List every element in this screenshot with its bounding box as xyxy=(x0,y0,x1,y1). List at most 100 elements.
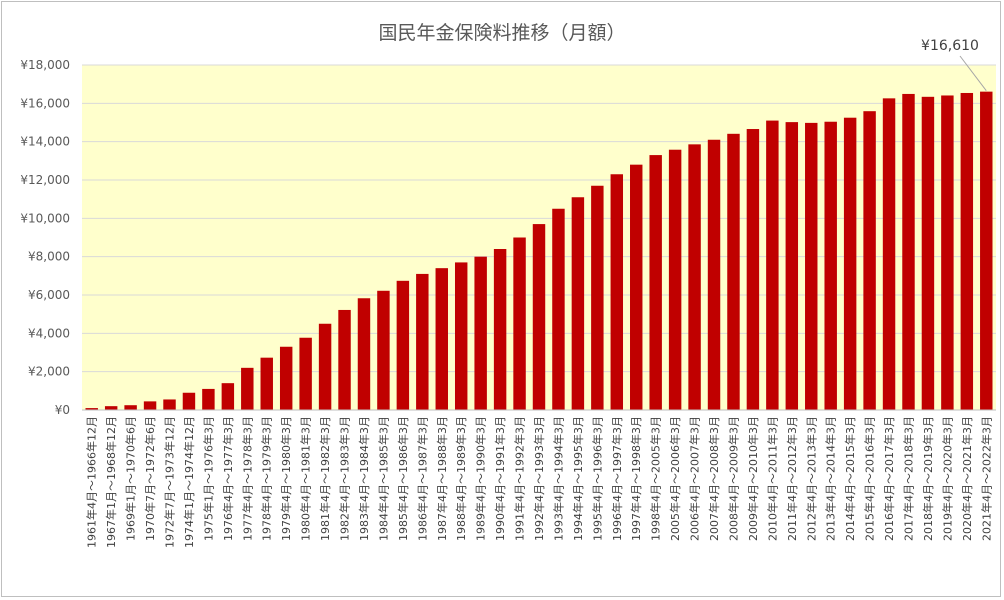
bar xyxy=(357,298,371,410)
x-tick-label: 1996年4月～1997年3月 xyxy=(610,416,624,541)
bar xyxy=(727,133,740,410)
bar xyxy=(746,129,760,410)
bar xyxy=(396,280,410,410)
bar xyxy=(532,224,546,410)
x-tick-label: 1975年1月～1976年3月 xyxy=(201,416,215,541)
x-tick-label: 1997年4月～1998年3月 xyxy=(629,416,643,541)
x-tick-label: 1982年4月～1983年3月 xyxy=(338,416,352,541)
bar xyxy=(552,208,565,410)
x-tick-label: 1980年4月～1981年3月 xyxy=(299,416,313,541)
x-tick-label: 2015年4月～2016年3月 xyxy=(863,416,877,541)
bar xyxy=(202,388,215,410)
bar xyxy=(221,383,235,410)
x-tick-label: 1986年4月～1987年3月 xyxy=(415,416,429,541)
x-tick-label: 2006年4月～2007年3月 xyxy=(688,416,702,541)
x-tick-label: 2021年4月～2022年3月 xyxy=(979,416,993,541)
y-tick-label: ¥0 xyxy=(55,403,70,417)
x-tick-label: 1974年1月～1974年12月 xyxy=(182,416,196,548)
bar xyxy=(785,122,799,410)
x-tick-label: 1976年4月～1977年3月 xyxy=(221,416,235,541)
bar xyxy=(104,406,118,410)
bar xyxy=(454,262,468,410)
x-tick-label: 2011年4月～2012年3月 xyxy=(785,416,799,541)
bar xyxy=(85,408,98,410)
bar xyxy=(474,256,487,410)
x-tick-label: 1987年4月～1988年3月 xyxy=(435,416,449,541)
y-tick-label: ¥18,000 xyxy=(20,58,70,72)
bar xyxy=(163,399,176,410)
x-tick-label: 1970年7月～1972年6月 xyxy=(143,416,157,541)
x-tick-label: 1998年4月～2005年3月 xyxy=(649,416,663,541)
annotation-leader-line xyxy=(959,55,987,91)
y-axis: ¥0 ¥2,000 ¥4,000 ¥6,000 ¥8,000 ¥10,000 ¥12,000… xyxy=(20,58,70,417)
y-tick-label: ¥12,000 xyxy=(20,173,70,187)
x-tick-label: 2007年4月～2008年3月 xyxy=(707,416,721,541)
bar xyxy=(902,93,915,411)
bar xyxy=(941,95,954,410)
bar xyxy=(182,392,196,410)
x-tick-label: 1991年4月～1992年3月 xyxy=(513,416,527,541)
bar xyxy=(610,174,624,410)
x-tick-label: 2012年4月～2013年3月 xyxy=(804,416,818,541)
chart-title: 国民年金保険料推移（月額） xyxy=(378,22,625,44)
bar xyxy=(805,122,818,410)
x-tick-label: 1990年4月～1991年3月 xyxy=(493,416,507,541)
x-tick-label: 1983年4月～1984年3月 xyxy=(357,416,371,541)
x-tick-label: 1988年4月～1989年3月 xyxy=(454,416,468,541)
x-tick-label: 1994年4月～1995年3月 xyxy=(571,416,585,541)
bar-series xyxy=(85,91,993,411)
bar xyxy=(630,164,643,410)
bar xyxy=(260,357,273,410)
x-tick-label: 1977年4月～1978年3月 xyxy=(240,416,254,541)
x-tick-label: 1993年4月～1994年3月 xyxy=(551,416,565,541)
bar xyxy=(377,290,390,410)
annotations: ¥16,610 xyxy=(921,38,987,91)
bar xyxy=(766,120,779,410)
bar xyxy=(668,149,682,410)
x-tick-label: 2008年4月～2009年3月 xyxy=(726,416,740,541)
x-tick-label: 2018年4月～2019年3月 xyxy=(921,416,935,541)
bar xyxy=(513,237,526,410)
bar xyxy=(279,346,293,410)
bar xyxy=(649,155,662,410)
y-tick-label: ¥6,000 xyxy=(28,288,70,302)
x-tick-label: 1995年4月～1996年3月 xyxy=(590,416,604,541)
x-tick-label: 1984年4月～1985年3月 xyxy=(376,416,390,541)
bar xyxy=(824,121,837,410)
bar xyxy=(241,367,254,410)
x-tick-label: 1992年4月～1993年3月 xyxy=(532,416,546,541)
x-tick-label: 1961年4月～1966年12月 xyxy=(85,416,99,548)
bar xyxy=(688,144,701,410)
bar xyxy=(318,323,332,410)
annotation-label: ¥16,610 xyxy=(921,38,979,54)
x-tick-label: 2016年4月～2017年3月 xyxy=(882,416,896,541)
bar xyxy=(707,139,721,410)
bar xyxy=(435,268,448,410)
x-tick-label: 2005年4月～2006年3月 xyxy=(668,416,682,541)
bar xyxy=(571,197,585,410)
x-tick-label: 2014年4月～2015年3月 xyxy=(843,416,857,541)
x-tick-label: 2017年4月～2018年3月 xyxy=(901,416,915,541)
x-tick-label: 1972年7月～1973年12月 xyxy=(163,416,177,548)
bar xyxy=(493,249,507,410)
y-tick-label: ¥14,000 xyxy=(20,135,70,149)
y-tick-label: ¥4,000 xyxy=(28,326,70,340)
bar xyxy=(124,405,137,410)
x-tick-label: 1969年1月～1970年6月 xyxy=(124,416,138,541)
bar xyxy=(980,91,993,411)
bar xyxy=(843,117,857,410)
x-axis: 1961年4月～1966年12月 1967年1月～1968年12月 1969年1月～… xyxy=(82,409,996,548)
x-tick-label: 1978年4月～1979年3月 xyxy=(260,416,274,541)
bar xyxy=(338,309,351,410)
bar xyxy=(921,96,935,411)
bar xyxy=(143,401,157,410)
y-tick-label: ¥8,000 xyxy=(28,250,70,264)
y-tick-label: ¥10,000 xyxy=(20,211,70,225)
x-tick-label: 1979年4月～1980年3月 xyxy=(279,416,293,541)
x-tick-label: 1981年4月～1982年3月 xyxy=(318,416,332,541)
bar xyxy=(416,273,429,410)
x-tick-label: 2020年4月～2021年3月 xyxy=(960,416,974,541)
y-tick-label: ¥2,000 xyxy=(28,365,70,379)
bar xyxy=(863,111,876,411)
